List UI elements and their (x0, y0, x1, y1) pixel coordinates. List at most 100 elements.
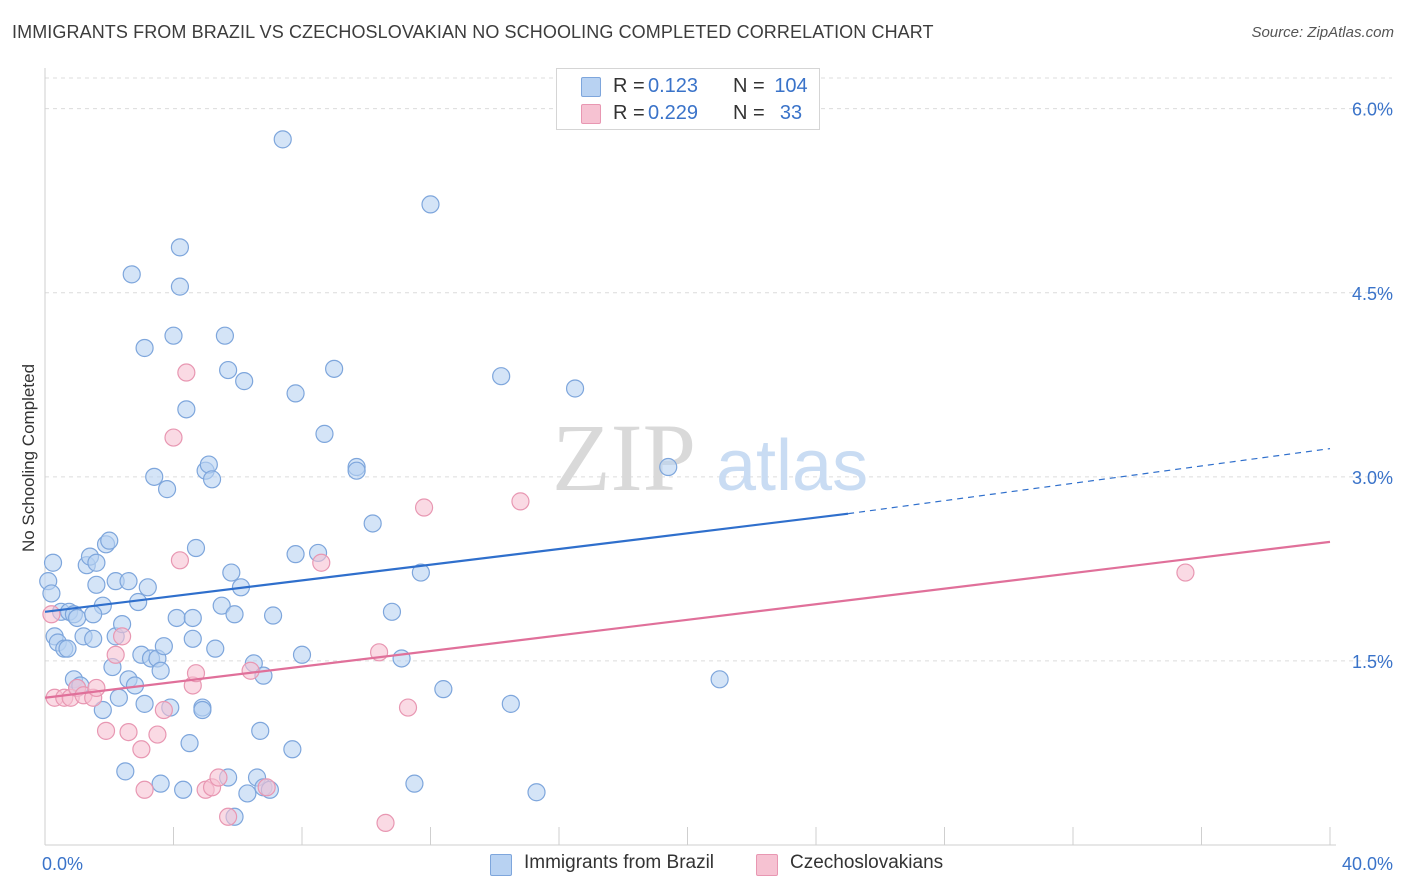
r-label: R = (613, 75, 645, 97)
brazil-point (170, 277, 190, 296)
brazil-point (164, 326, 183, 345)
brazil-point (238, 784, 257, 803)
n-value-brazil: 104 (774, 75, 808, 97)
brazil-point (492, 367, 511, 386)
brazil-point (325, 359, 344, 378)
brazil-trend-extension (848, 448, 1331, 515)
brazil-point (87, 553, 106, 572)
n-value-czech: 33 (779, 102, 803, 124)
brazil-point (186, 538, 206, 558)
trend-lines (44, 448, 1331, 699)
brazil-point (659, 457, 678, 477)
czech-point (87, 678, 106, 698)
brazil-point (100, 531, 119, 550)
czech-point (209, 768, 228, 787)
brazil-point (286, 384, 305, 403)
brazil-point (151, 774, 170, 793)
r-value-czech: 0.229 (648, 102, 699, 124)
brazil-point (219, 360, 238, 380)
czech-point (119, 722, 138, 742)
czech-point (148, 725, 167, 744)
brazil-swatch (581, 77, 601, 97)
brazil-point (382, 602, 402, 621)
brazil-point (215, 326, 234, 345)
brazil-point (154, 637, 173, 656)
brazil-point (174, 780, 193, 799)
brazil-point (273, 130, 292, 149)
czech-point (398, 698, 418, 717)
x-tick-label: 0.0% (42, 854, 83, 874)
n-label: N = (733, 102, 765, 124)
n-label: N = (733, 75, 765, 97)
czech-point (186, 664, 206, 683)
czech-point (170, 551, 190, 570)
czech-point (42, 605, 61, 624)
brazil-point (193, 700, 212, 720)
brazil-point (199, 455, 218, 474)
czech-point (414, 498, 434, 517)
brazil-point (84, 605, 103, 624)
brazil-point (93, 700, 112, 720)
brazil-point (292, 645, 312, 664)
brazil-point (206, 639, 225, 658)
czech-point (241, 661, 260, 680)
czech-point (154, 700, 173, 720)
tick-labels: 1.5% 3.0% 4.5% 6.0% 0.0% 40.0% (42, 100, 1393, 874)
brazil-point (222, 563, 241, 582)
czech-swatch (581, 104, 601, 124)
brazil-point (177, 400, 196, 419)
czech-point (511, 492, 530, 511)
brazil-point (180, 734, 199, 753)
czech-point (112, 627, 132, 646)
czech-point (106, 645, 125, 664)
czech-legend-label: Czechoslovakians (790, 852, 944, 873)
brazil-legend-label: Immigrants from Brazil (524, 852, 715, 873)
stats-legend: R = 0.123 N = 104 R = 0.229 N = 33 (556, 68, 820, 130)
czech-point (219, 807, 238, 826)
czech-legend-swatch (756, 854, 778, 876)
brazil-point (405, 774, 424, 793)
brazil-point (212, 596, 231, 615)
brazil-point (411, 563, 430, 582)
czech-trend-line (44, 540, 1331, 699)
brazil-point (122, 265, 141, 284)
brazil-point (225, 605, 244, 624)
brazil-point (421, 195, 440, 214)
czech-point (132, 740, 151, 759)
watermark: ZIP atlas (552, 404, 868, 511)
czech-point (177, 363, 196, 382)
brazil-point (710, 670, 729, 689)
brazil-point (167, 608, 186, 628)
brazil-point (286, 545, 305, 564)
r-value-brazil: 0.123 (648, 75, 699, 97)
brazil-point (183, 608, 202, 628)
brazil-point (202, 470, 222, 489)
brazil-point (363, 514, 382, 533)
brazil-point (43, 553, 63, 572)
watermark-atlas: atlas (716, 426, 868, 506)
czech-point (312, 553, 331, 572)
x-tick-label: 40.0% (1342, 854, 1393, 874)
czech-point (164, 428, 183, 447)
brazil-point (68, 608, 87, 628)
brazil-point (58, 639, 77, 658)
brazil-point (145, 467, 164, 486)
brazil-point (84, 629, 103, 648)
series-czech-points (42, 363, 1195, 833)
brazil-point (42, 584, 61, 603)
y-axis-label: No Schooling Completed (19, 364, 38, 552)
czech-point (376, 813, 395, 833)
brazil-point (501, 694, 520, 713)
brazil-point (263, 606, 283, 625)
czech-point (257, 778, 276, 797)
r-label: R = (613, 102, 645, 124)
source-label: Source: ZipAtlas.com (1251, 24, 1394, 41)
axes (44, 68, 1336, 846)
czech-point (1176, 563, 1195, 582)
brazil-point (116, 762, 135, 781)
brazil-point (434, 680, 453, 699)
czech-point (135, 780, 154, 799)
brazil-point (151, 661, 170, 680)
brazil-point (135, 338, 154, 358)
